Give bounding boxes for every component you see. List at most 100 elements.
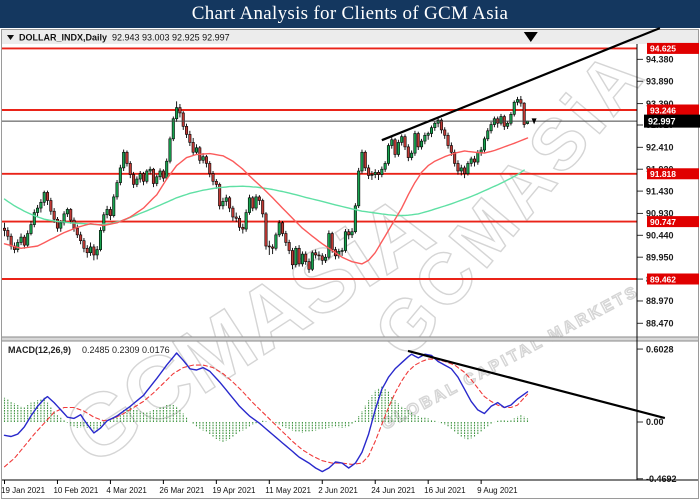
candle-body (486, 130, 490, 140)
candle-body (327, 233, 331, 258)
candle-body (125, 151, 129, 164)
page-title: Chart Analysis for Clients of GCM Asia (191, 3, 509, 24)
candle-body (509, 113, 513, 124)
candle-body (92, 246, 96, 256)
candle-body (482, 138, 486, 151)
down-arrow-marker-icon[interactable] (523, 32, 538, 43)
candle-body (22, 236, 26, 246)
candle-body (102, 214, 106, 231)
candle-body (499, 116, 503, 124)
candle-body (367, 167, 371, 176)
candle-body (19, 236, 23, 243)
candle-body (446, 134, 450, 146)
price-level-badge-label: 94.625 (650, 44, 676, 54)
candle-body (201, 156, 205, 161)
candle-body (89, 246, 93, 254)
macd-signal-line (3, 358, 529, 468)
macd-axis-label: 0.00 (646, 417, 664, 427)
candle-body (274, 234, 278, 249)
candle-body (522, 102, 526, 125)
candle-body (224, 197, 228, 202)
candle-body (42, 192, 46, 203)
candle-body (155, 176, 159, 184)
candle-body (95, 249, 99, 256)
candle-body (360, 151, 364, 172)
candle-body (453, 151, 457, 164)
candle-body (317, 254, 321, 257)
candle-body (257, 196, 261, 201)
candle-body (406, 146, 410, 158)
candle-body (211, 173, 215, 182)
candle-body (108, 209, 112, 216)
candle-body (122, 151, 126, 169)
price-axis-label: 89.950 (646, 252, 674, 262)
candle-body (271, 246, 275, 249)
price-level-badge-label: 90.747 (650, 217, 676, 227)
time-axis-label: 11 May 2021 (265, 486, 311, 495)
price-level-badge (647, 42, 699, 54)
last-price-arrow-icon[interactable] (531, 118, 537, 125)
candle-body (512, 101, 516, 115)
candle-body (165, 160, 169, 179)
candle-body (231, 207, 235, 218)
candle-body (238, 218, 242, 228)
candle-body (386, 145, 390, 164)
candle-body (181, 112, 185, 127)
candle-body (204, 156, 208, 164)
candle-body (519, 99, 523, 104)
time-axis-label: 9 Aug 2021 (477, 486, 518, 495)
macd-descending-trendline[interactable] (407, 349, 666, 420)
candle-body (138, 173, 142, 180)
candle-body (148, 168, 152, 172)
candle-body (171, 118, 175, 140)
candle-body (6, 230, 10, 237)
candle-body (320, 255, 324, 261)
candle-body (221, 201, 225, 207)
candle-body (105, 209, 109, 216)
candle-body (264, 213, 268, 247)
candle-body (218, 184, 222, 207)
candle-body (228, 197, 232, 209)
price-axis-label: 94.380 (646, 55, 674, 65)
candle-body (188, 134, 192, 143)
candle-body (463, 167, 467, 174)
candle-body (208, 163, 212, 174)
candle-body (2, 227, 7, 231)
candle-body (377, 172, 381, 175)
candle-body (479, 149, 483, 153)
price-axis-label: 93.390 (646, 99, 674, 109)
candle-body (267, 245, 271, 248)
candle-body (443, 129, 447, 136)
candle-body (347, 231, 351, 236)
candle-body (69, 209, 73, 221)
candle-body (234, 216, 238, 219)
ascending-trendline[interactable] (381, 27, 661, 142)
candle-body (489, 124, 493, 132)
candle-body (426, 133, 430, 136)
candle-body (26, 233, 30, 246)
candle-body (370, 174, 374, 176)
candle-body (142, 173, 146, 182)
candle-body (72, 219, 76, 229)
down-triangle-icon[interactable] (7, 35, 14, 40)
candle-body (75, 227, 79, 236)
price-level-badge (647, 216, 699, 228)
candle-body (151, 168, 155, 184)
candle-body (350, 231, 354, 236)
candle-body (287, 242, 291, 251)
symbol-ohlc-values: 92.943 93.003 92.925 92.997 (112, 33, 230, 43)
candle-body (373, 172, 377, 175)
candle-body (439, 119, 443, 131)
candle-body (380, 168, 384, 175)
candle-body (82, 240, 86, 249)
candle-body (343, 231, 347, 251)
candle-body (85, 247, 89, 254)
macd-indicator-label: MACD(12,26,9) (8, 345, 71, 355)
price-axis-label: 88.470 (646, 318, 674, 328)
candle-body (52, 210, 56, 220)
candle-body (357, 170, 361, 207)
candle-body (112, 196, 116, 216)
panel-separator[interactable] (2, 337, 698, 341)
candle-body (55, 218, 59, 229)
